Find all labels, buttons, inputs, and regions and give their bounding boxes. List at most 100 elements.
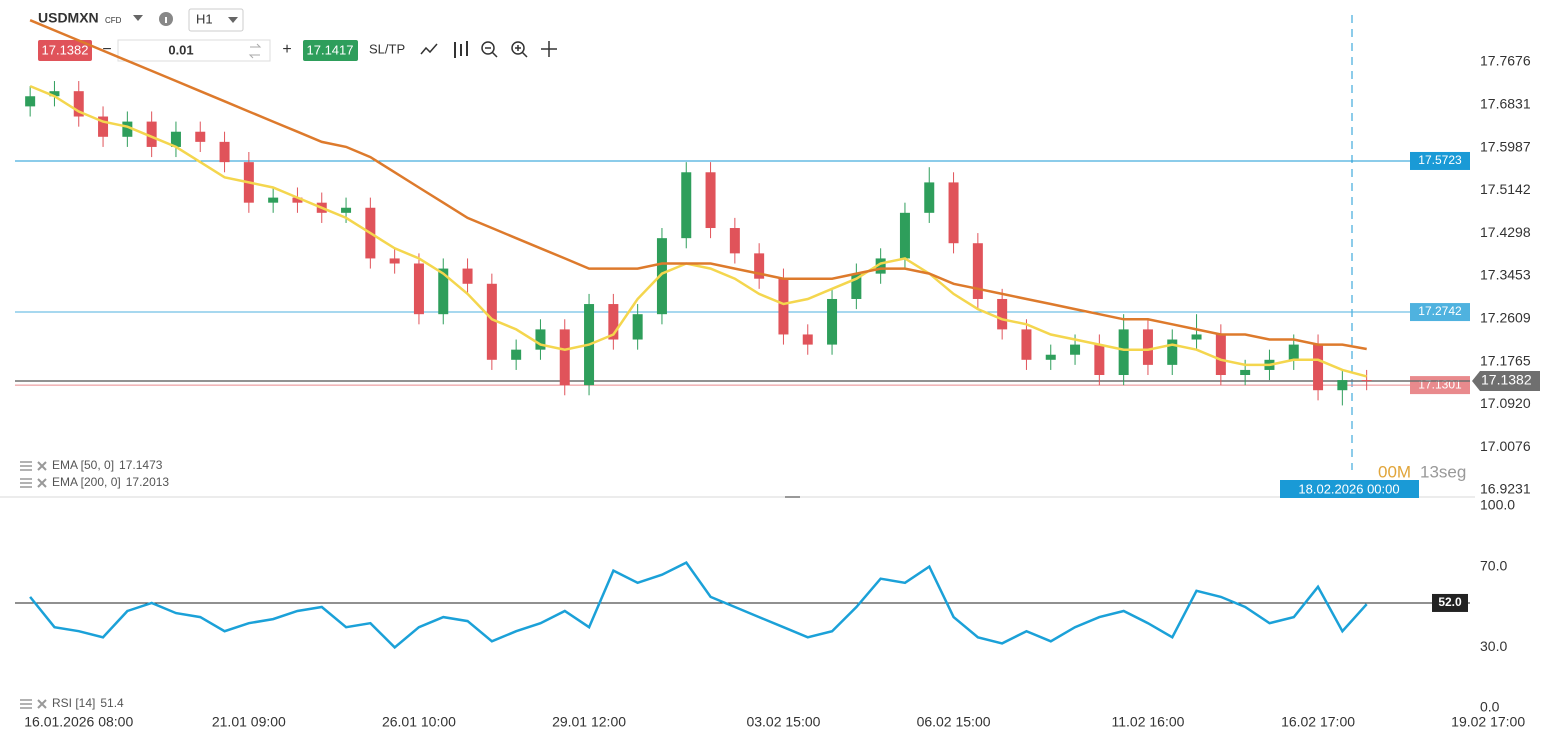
- candle-body: [1021, 329, 1032, 360]
- y-tick-label: 17.6831: [1480, 96, 1531, 112]
- candle-body: [511, 349, 522, 360]
- y-tick-label: 17.3453: [1480, 267, 1531, 283]
- price-level-label: 17.5723: [1418, 153, 1462, 167]
- candle-body: [1288, 344, 1299, 360]
- rsi-line: [29, 561, 1368, 650]
- candle-body: [875, 258, 886, 274]
- price-level-tag: [1410, 303, 1470, 322]
- y-tick-label: 70.0: [1480, 557, 1507, 573]
- symbol-dropdown[interactable]: [133, 15, 143, 21]
- candle-body: [219, 141, 230, 163]
- candle-body: [1313, 344, 1324, 391]
- candle-body: [389, 258, 400, 264]
- sl-tp-button[interactable]: SL/TP: [369, 41, 405, 56]
- legend-menu-icon: [20, 699, 32, 709]
- current-price-label: 17.1382: [1481, 372, 1532, 388]
- buy-button[interactable]: [303, 40, 358, 61]
- y-tick-label: 17.5987: [1480, 138, 1531, 154]
- rsi-level-label: 52.0: [1438, 595, 1462, 609]
- candle-body: [98, 116, 109, 137]
- move-icon[interactable]: [541, 41, 557, 57]
- y-tick-label: 30.0: [1480, 638, 1507, 654]
- x-tick-label: 26.01 10:00: [382, 714, 456, 730]
- candle-body: [729, 228, 740, 254]
- y-tick-label: 17.0076: [1480, 438, 1531, 454]
- candle-body: [122, 121, 133, 137]
- legend-menu-icon: [20, 478, 32, 488]
- sell-button[interactable]: [38, 40, 92, 61]
- ema-line: [29, 84, 1368, 378]
- countdown-minutes: 00M: [1378, 462, 1411, 481]
- decrease-button[interactable]: −: [102, 41, 111, 58]
- legend-name: EMA [50, 0]: [52, 458, 114, 472]
- current-price-tag: [1472, 370, 1540, 391]
- crosshair-label-box: [1280, 480, 1419, 498]
- x-tick-label: 19.02 17:00: [1451, 714, 1525, 730]
- candle-body: [1240, 369, 1251, 376]
- line-tool-icon[interactable]: [420, 43, 438, 55]
- y-tick-label: 17.2609: [1480, 310, 1531, 326]
- candle-body: [195, 131, 206, 142]
- candle-body: [25, 96, 36, 107]
- timeframe: H1: [196, 11, 213, 26]
- legend-remove-icon: [37, 699, 47, 709]
- instrument-type: CFD: [105, 16, 122, 25]
- candle-body: [802, 334, 813, 345]
- candle-body: [1215, 334, 1226, 376]
- swap-icon[interactable]: [248, 43, 262, 59]
- candle-body: [1337, 380, 1348, 391]
- buy-price: 17.1417: [307, 42, 354, 57]
- x-tick-label: 06.02 15:00: [917, 714, 991, 730]
- legend-value: 17.1473: [119, 458, 163, 472]
- x-tick-label: 29.01 12:00: [552, 714, 626, 730]
- y-tick-label: 0.0: [1480, 699, 1500, 715]
- countdown-seconds: 13seg: [1420, 462, 1466, 481]
- candle-body: [827, 298, 838, 345]
- candle-body: [656, 238, 667, 315]
- candle-body: [1094, 344, 1105, 376]
- ema-line: [29, 19, 1367, 351]
- candle-body: [754, 253, 765, 279]
- x-tick-label: 16.02 17:00: [1281, 714, 1355, 730]
- increase-button[interactable]: +: [282, 41, 291, 58]
- candle-body: [559, 329, 570, 386]
- zoom-in-glyph: [515, 45, 528, 58]
- legend-value: 51.4: [100, 696, 124, 710]
- candle-body: [948, 182, 959, 244]
- candle-body: [681, 172, 692, 239]
- price-level-label: 17.1301: [1418, 377, 1462, 391]
- timeframe-select[interactable]: [188, 8, 244, 32]
- price-level-label: 17.2742: [1418, 304, 1462, 318]
- candle-body: [1142, 329, 1153, 365]
- symbol[interactable]: USDMXN: [38, 10, 99, 26]
- quantity: 0.01: [168, 42, 193, 57]
- candle-body: [899, 212, 910, 259]
- candle-body: [924, 182, 935, 213]
- candle-body: [268, 197, 279, 203]
- rsi-level-tag: [1432, 593, 1468, 612]
- candle-body: [292, 197, 303, 203]
- y-tick-label: 17.0920: [1480, 395, 1531, 411]
- legend-value: 17.2013: [126, 475, 170, 489]
- crosshair-label: 18.02.2026 00:00: [1298, 481, 1399, 496]
- legend-remove-icon: [37, 478, 47, 488]
- candle-body: [1118, 329, 1129, 376]
- quantity-input[interactable]: [117, 39, 271, 62]
- candle-body: [535, 329, 546, 350]
- candle-body: [1045, 354, 1056, 360]
- zoom-in-icon[interactable]: [511, 41, 525, 55]
- candle-body: [341, 207, 352, 213]
- timeframe-dropdown: [228, 17, 238, 23]
- y-tick-label: 16.9231: [1480, 481, 1531, 497]
- candle-body: [851, 273, 862, 299]
- candle-body: [1167, 339, 1178, 365]
- candle-tool-icon[interactable]: [454, 41, 468, 58]
- candle-body: [705, 172, 716, 229]
- x-tick-label: 11.02 16:00: [1111, 714, 1184, 730]
- zoom-out-icon[interactable]: [481, 41, 495, 55]
- zoom-out-glyph: [485, 47, 498, 58]
- legend-menu-icon: [20, 461, 32, 471]
- price-level-tag: [1410, 151, 1470, 170]
- legend-name: EMA [200, 0]: [52, 475, 121, 489]
